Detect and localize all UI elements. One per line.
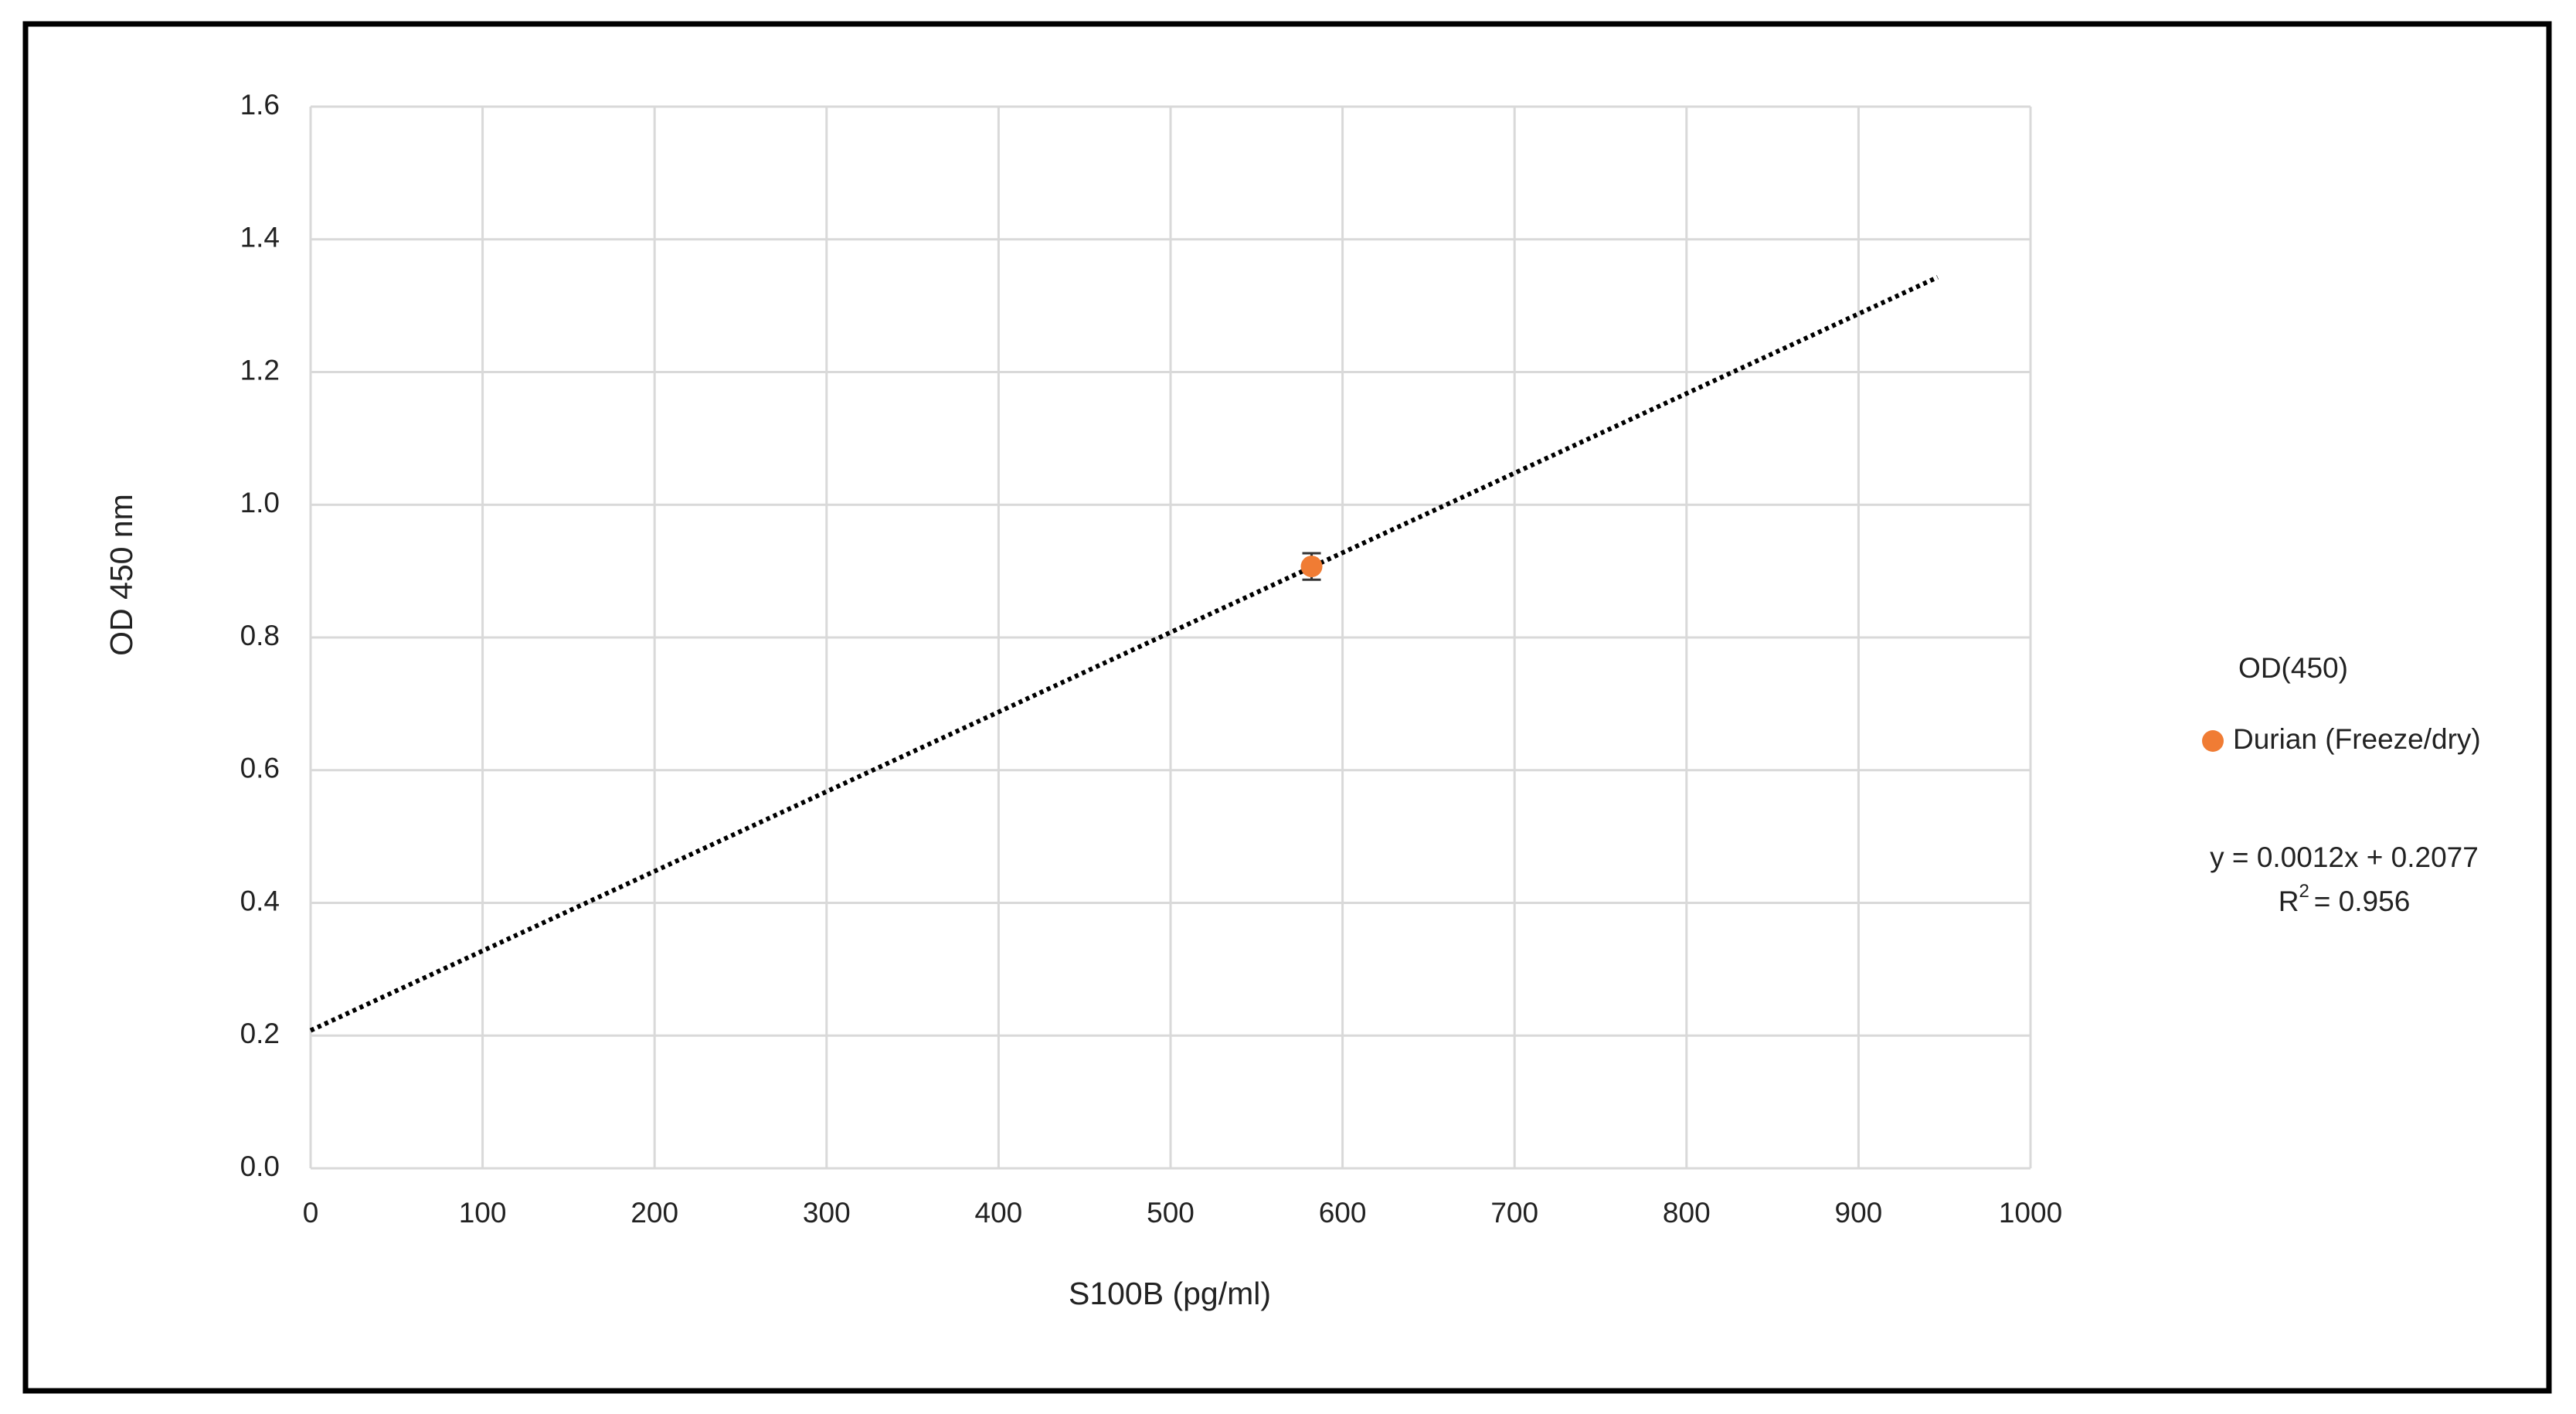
r-squared-value: = 0.956 — [2314, 885, 2410, 917]
y-axis-title: OD 450 nm — [104, 494, 139, 656]
y-tick-label: 1.6 — [240, 89, 280, 121]
y-tick-label: 0.0 — [240, 1151, 280, 1182]
y-tick-label: 0.8 — [240, 620, 280, 651]
x-tick-label: 500 — [1147, 1197, 1195, 1229]
trendline — [309, 275, 1939, 1033]
legend-title: OD(450) — [2238, 652, 2348, 684]
x-tick-label: 900 — [1835, 1197, 1883, 1229]
r-squared: R2 = 0.956 — [2279, 881, 2411, 916]
r-squared-label: R — [2279, 885, 2299, 917]
y-tick-label: 0.4 — [240, 885, 280, 916]
legend-label: Durian (Freeze/dry) — [2233, 723, 2481, 755]
x-tick-label: 200 — [630, 1197, 678, 1229]
trendline-equation: y = 0.0012x + 0.2077 — [2210, 841, 2479, 873]
x-tick-label: 1000 — [1999, 1197, 2062, 1229]
y-tick-label: 1.0 — [240, 487, 280, 518]
point — [1300, 556, 1323, 578]
legend-marker — [2202, 730, 2224, 752]
y-tick-label: 1.2 — [240, 354, 280, 386]
y-tick-label: 0.6 — [240, 753, 280, 784]
y-tick-label: 0.2 — [240, 1018, 280, 1049]
x-tick-label: 600 — [1319, 1197, 1367, 1229]
x-tick-label: 0 — [303, 1197, 319, 1229]
y-tick-label: 1.4 — [240, 222, 280, 253]
x-tick-label: 800 — [1663, 1197, 1711, 1229]
x-tick-label: 300 — [803, 1197, 851, 1229]
x-axis-title: S100B (pg/ml) — [1069, 1276, 1271, 1311]
frame — [22, 21, 2552, 1394]
x-tick-label: 700 — [1490, 1197, 1538, 1229]
r-squared-power: 2 — [2299, 881, 2309, 902]
x-tick-label: 400 — [975, 1197, 1023, 1229]
x-tick-label: 100 — [459, 1197, 507, 1229]
